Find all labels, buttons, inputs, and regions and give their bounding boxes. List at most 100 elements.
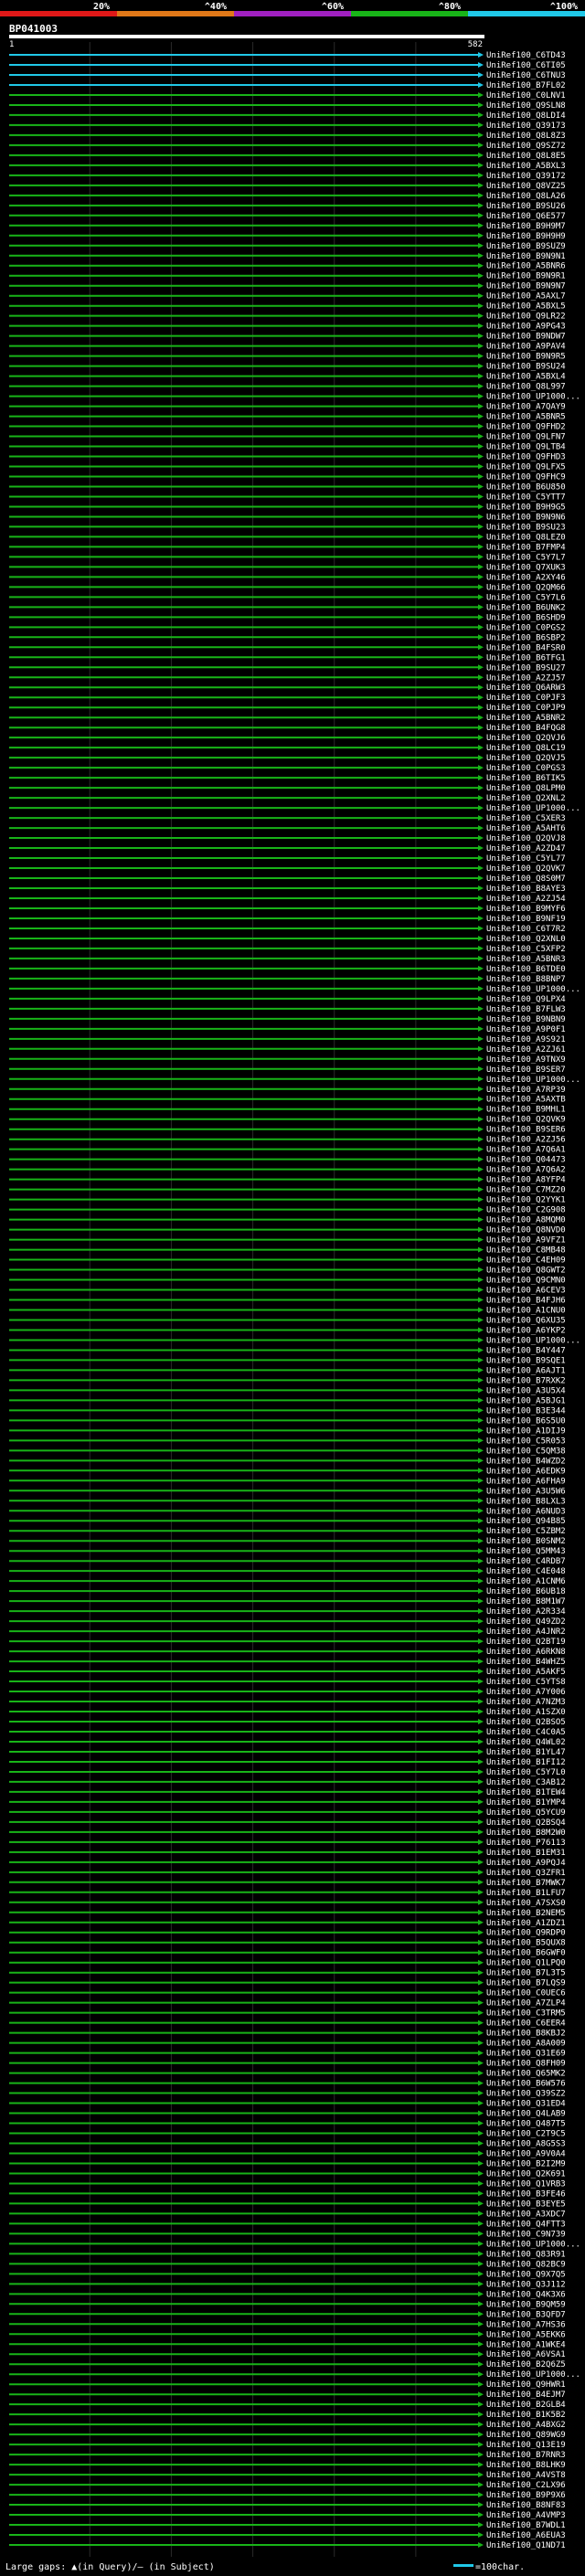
hit-row[interactable]: UniRef100_A5BXL4: [9, 373, 566, 382]
hit-row[interactable]: UniRef100_A6FHA9: [9, 1477, 566, 1486]
hit-row[interactable]: UniRef100_C5Y7L0: [9, 1768, 566, 1777]
hit-row[interactable]: UniRef100_B9NBN9: [9, 1015, 566, 1024]
hit-row[interactable]: UniRef100_Q4WL02: [9, 1738, 566, 1747]
hit-row[interactable]: UniRef100_Q9LR22: [9, 313, 566, 322]
hit-row[interactable]: UniRef100_Q3ZFR1: [9, 1869, 566, 1878]
hit-row[interactable]: UniRef100_A5BXL3: [9, 162, 566, 171]
hit-row[interactable]: UniRef100_Q4LAB9: [9, 2110, 566, 2119]
hit-row[interactable]: UniRef100_A6RKN8: [9, 1648, 566, 1657]
hit-row[interactable]: UniRef100_C6EER4: [9, 2019, 566, 2029]
hit-row[interactable]: UniRef100_B7WDL1: [9, 2521, 566, 2530]
hit-row[interactable]: UniRef100_Q9SZ72: [9, 142, 566, 151]
hit-row[interactable]: UniRef100_B6SBP2: [9, 633, 566, 642]
hit-row[interactable]: UniRef100_A6CEV3: [9, 1287, 566, 1296]
hit-row[interactable]: UniRef100_A9V0A4: [9, 2149, 566, 2158]
hit-row[interactable]: UniRef100_A8MQM0: [9, 1216, 566, 1225]
hit-row[interactable]: UniRef100_B8NF83: [9, 2501, 566, 2510]
hit-row[interactable]: UniRef100_B9SU26: [9, 202, 566, 211]
hit-row[interactable]: UniRef100_A9VFZ1: [9, 1236, 566, 1246]
hit-row[interactable]: UniRef100_B2I2M9: [9, 2159, 566, 2168]
hit-row[interactable]: UniRef100_A5BNR5: [9, 413, 566, 422]
hit-row[interactable]: UniRef100_Q31E69: [9, 2050, 566, 2059]
hit-row[interactable]: UniRef100_Q8VZ25: [9, 182, 566, 191]
hit-row[interactable]: UniRef100_Q8GWT2: [9, 1267, 566, 1276]
hit-row[interactable]: UniRef100_B9N9N1: [9, 252, 566, 261]
hit-row[interactable]: UniRef100_B9SU23: [9, 523, 566, 532]
hit-row[interactable]: UniRef100_Q2QM66: [9, 583, 566, 592]
hit-row[interactable]: UniRef100_B9SQE1: [9, 1356, 566, 1365]
hit-row[interactable]: UniRef100_B9SU24: [9, 363, 566, 372]
hit-row[interactable]: UniRef100_B7MWK7: [9, 1879, 566, 1888]
hit-row[interactable]: UniRef100_B9N9R5: [9, 353, 566, 362]
hit-row[interactable]: UniRef100_A8G5S3: [9, 2139, 566, 2148]
hit-row[interactable]: UniRef100_Q9SLN8: [9, 101, 566, 111]
hit-row[interactable]: UniRef100_B9H9H9: [9, 232, 566, 241]
hit-row[interactable]: UniRef100_C5XER3: [9, 814, 566, 823]
hit-row[interactable]: UniRef100_A5AKF5: [9, 1668, 566, 1677]
hit-row[interactable]: UniRef100_A8A009: [9, 2040, 566, 2049]
hit-row[interactable]: UniRef100_A6EUA3: [9, 2531, 566, 2540]
hit-row[interactable]: UniRef100_Q2BSQ4: [9, 1818, 566, 1828]
hit-row[interactable]: UniRef100_A3U5X4: [9, 1386, 566, 1395]
hit-row[interactable]: UniRef100_B7LQS9: [9, 1979, 566, 1988]
hit-row[interactable]: UniRef100_A2ZJ57: [9, 673, 566, 683]
hit-row[interactable]: UniRef100_B4Y447: [9, 1346, 566, 1355]
hit-row[interactable]: UniRef100_UP1000...: [9, 1076, 580, 1085]
hit-row[interactable]: UniRef100_B8BNP7: [9, 975, 566, 984]
hit-row[interactable]: UniRef100_B4WHZ5: [9, 1658, 566, 1667]
hit-row[interactable]: UniRef100_Q89WG9: [9, 2431, 566, 2440]
hit-row[interactable]: UniRef100_Q9CMN0: [9, 1277, 566, 1286]
hit-row[interactable]: UniRef100_B3EYE5: [9, 2200, 566, 2209]
hit-row[interactable]: UniRef100_B9SER7: [9, 1065, 566, 1075]
hit-row[interactable]: UniRef100_Q04473: [9, 1156, 566, 1165]
hit-row[interactable]: UniRef100_P76113: [9, 1839, 566, 1848]
hit-row[interactable]: UniRef100_C4E048: [9, 1567, 566, 1576]
hit-row[interactable]: UniRef100_Q9LTB4: [9, 443, 566, 452]
hit-row[interactable]: UniRef100_Q6ARW3: [9, 684, 566, 693]
hit-row[interactable]: UniRef100_C5Y7L6: [9, 593, 566, 602]
hit-row[interactable]: UniRef100_C0PGS3: [9, 764, 566, 773]
hit-row[interactable]: UniRef100_C5XFP2: [9, 945, 566, 954]
hit-row[interactable]: UniRef100_Q4FTT3: [9, 2220, 566, 2229]
hit-row[interactable]: UniRef100_Q8LPM0: [9, 784, 566, 793]
hit-row[interactable]: UniRef100_B6U850: [9, 482, 566, 492]
hit-row[interactable]: UniRef100_Q2K691: [9, 2169, 566, 2178]
hit-row[interactable]: UniRef100_Q8LC19: [9, 744, 566, 753]
hit-row[interactable]: UniRef100_A5BXL5: [9, 302, 566, 312]
hit-row[interactable]: UniRef100_B1EM31: [9, 1849, 566, 1858]
hit-row[interactable]: UniRef100_B6TIK5: [9, 774, 566, 783]
hit-row[interactable]: UniRef100_Q39SZ2: [9, 2090, 566, 2099]
hit-row[interactable]: UniRef100_B1K5B2: [9, 2411, 566, 2420]
hit-row[interactable]: UniRef100_B6UB18: [9, 1587, 566, 1596]
hit-row[interactable]: UniRef100_A5BJG1: [9, 1396, 566, 1405]
hit-row[interactable]: UniRef100_C5YTT7: [9, 493, 566, 502]
hit-row[interactable]: UniRef100_Q4K3X6: [9, 2290, 566, 2299]
hit-row[interactable]: UniRef100_B7RNR3: [9, 2451, 566, 2460]
hit-row[interactable]: UniRef100_B6S5U0: [9, 1416, 566, 1426]
hit-row[interactable]: UniRef100_UP1000...: [9, 985, 580, 994]
hit-row[interactable]: UniRef100_A7SXS0: [9, 1899, 566, 1908]
hit-row[interactable]: UniRef100_B9P9X6: [9, 2491, 566, 2500]
hit-row[interactable]: UniRef100_B6W576: [9, 2080, 566, 2089]
hit-row[interactable]: UniRef100_A3U5W6: [9, 1487, 566, 1496]
hit-row[interactable]: UniRef100_B9NDW7: [9, 333, 566, 342]
hit-row[interactable]: UniRef100_B7FMP4: [9, 543, 566, 552]
hit-row[interactable]: UniRef100_B1FI12: [9, 1758, 566, 1767]
hit-row[interactable]: UniRef100_A7Q6A1: [9, 1146, 566, 1155]
hit-row[interactable]: UniRef100_Q8L8E5: [9, 152, 566, 161]
hit-row[interactable]: UniRef100_Q2XNL2: [9, 794, 566, 803]
hit-row[interactable]: UniRef100_A7Y006: [9, 1688, 566, 1697]
hit-row[interactable]: UniRef100_B6GWF0: [9, 1949, 566, 1958]
hit-row[interactable]: UniRef100_C5YL77: [9, 854, 566, 864]
hit-row[interactable]: UniRef100_UP1000...: [9, 2240, 580, 2249]
hit-row[interactable]: UniRef100_A7RP39: [9, 1086, 566, 1095]
hit-row[interactable]: UniRef100_Q9FHD3: [9, 453, 566, 462]
hit-row[interactable]: UniRef100_Q2YYK1: [9, 1196, 566, 1205]
hit-row[interactable]: UniRef100_A9S921: [9, 1035, 566, 1044]
hit-row[interactable]: UniRef100_A5AXL7: [9, 292, 566, 302]
hit-row[interactable]: UniRef100_B9SU27: [9, 663, 566, 673]
hit-row[interactable]: UniRef100_A2ZD47: [9, 844, 566, 853]
hit-row[interactable]: UniRef100_UP1000...: [9, 2370, 580, 2380]
hit-row[interactable]: UniRef100_Q8LEZ0: [9, 533, 566, 542]
hit-row[interactable]: UniRef100_A4BXG2: [9, 2421, 566, 2430]
